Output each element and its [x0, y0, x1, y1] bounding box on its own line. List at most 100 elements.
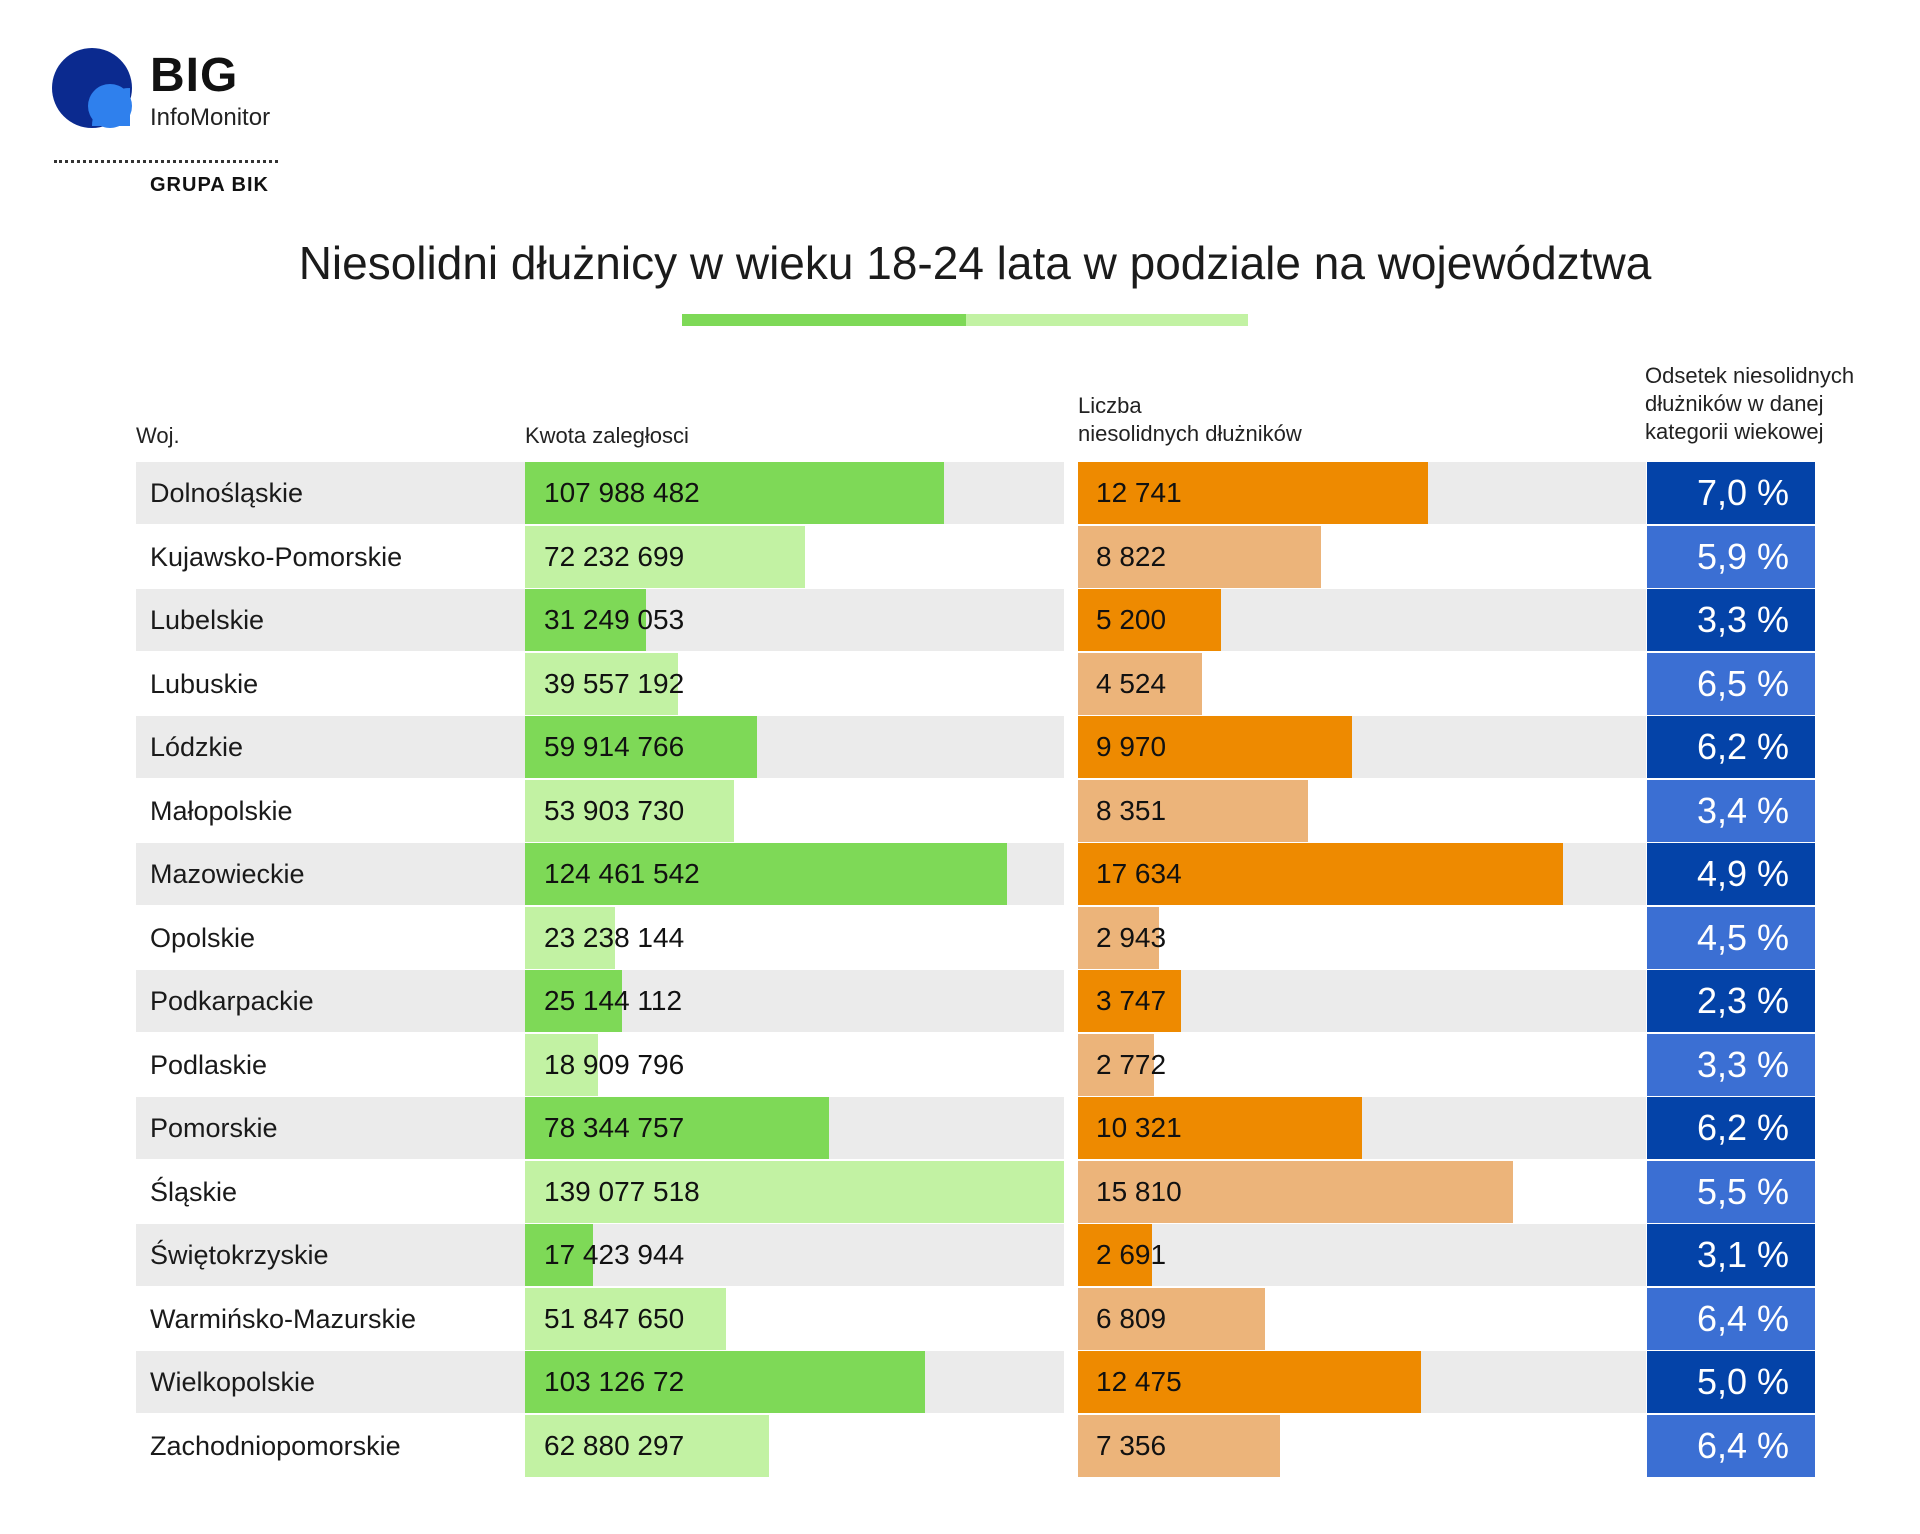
woj-label: Lubuskie: [150, 668, 259, 699]
kwota-bar: [525, 843, 1007, 905]
odsetek-value: 6,5 %: [1647, 652, 1815, 715]
woj-label: Podkarpackie: [150, 986, 314, 1016]
odsetek-value: 5,9 %: [1647, 525, 1815, 588]
liczba-bar: [1078, 462, 1428, 524]
kwota-bar: [525, 779, 734, 842]
woj-label: Podlaskie: [150, 1049, 268, 1080]
kwota-bar: [525, 716, 757, 778]
header-liczba-line1: Liczba: [1078, 393, 1142, 418]
liczba-bar: [1078, 652, 1202, 715]
kwota-bar: [525, 1033, 598, 1096]
odsetek-value: 5,5 %: [1647, 1160, 1815, 1223]
liczba-bar: [1078, 906, 1159, 969]
liczba-bar: [1078, 1160, 1513, 1223]
liczba-bar: [1078, 843, 1563, 905]
liczba-value: 4 524: [1096, 667, 1167, 699]
odsetek-value: 3,3 %: [1647, 1033, 1815, 1096]
liczba-bar: [1078, 716, 1352, 778]
table-row: Lubelskie 31 249 053 5 200 3,3 %: [0, 589, 1920, 651]
title-underline-dark: [682, 314, 966, 326]
liczba-bar: [1078, 1414, 1280, 1477]
logo-circle-icon: [52, 48, 132, 128]
kwota-bar: [525, 906, 615, 969]
kwota-value: 25 144 112: [544, 985, 683, 1016]
table-row: Zachodniopomorskie 62 880 297 7 356 6,4 %: [0, 1414, 1920, 1477]
kwota-value: 31 249 053: [544, 604, 685, 635]
liczba-value: 8 351: [1096, 794, 1167, 826]
table-row: Opolskie 23 238 144 2 943 4,5 %: [0, 906, 1920, 969]
liczba-bar: [1078, 1351, 1421, 1413]
header-liczba-line2: niesolidnych dłużników: [1078, 421, 1302, 446]
kwota-value: 59 914 766: [544, 731, 685, 762]
liczba-value: 2 772: [1096, 1048, 1167, 1080]
kwota-bar: [525, 1097, 829, 1159]
woj-label: Warmińsko-Mazurskie: [150, 1303, 417, 1334]
brand-subname: InfoMonitor: [150, 104, 271, 131]
woj-label: Dolnośląskie: [150, 478, 304, 508]
table-row: Podkarpackie 25 144 112 3 747 2,3 %: [0, 970, 1920, 1032]
title-underline-light: [966, 314, 1248, 326]
kwota-value: 51 847 650: [544, 1302, 685, 1334]
odsetek-value: 3,1 %: [1647, 1224, 1815, 1286]
table-row: Dolnośląskie 107 988 482 12 741 7,0 %: [0, 462, 1920, 524]
woj-label: Świętokrzyskie: [150, 1240, 329, 1270]
header-odsetek-line2: dłużników w danej: [1645, 391, 1824, 416]
liczba-bar: [1078, 589, 1221, 651]
odsetek-value: 6,2 %: [1647, 716, 1815, 778]
kwota-value: 23 238 144: [544, 921, 685, 953]
table-row: Podlaskie 18 909 796 2 772 3,3 %: [0, 1033, 1920, 1096]
odsetek-value: 7,0 %: [1647, 462, 1815, 524]
kwota-bar: [525, 652, 678, 715]
woj-label: Mazowieckie: [150, 859, 305, 889]
row-band: [1078, 1224, 1646, 1286]
header-kwota: Kwota zaległosci: [525, 423, 689, 448]
liczba-bar: [1078, 1224, 1152, 1286]
liczba-bar: [1078, 779, 1308, 842]
liczba-bar: [1078, 970, 1181, 1032]
kwota-value: 62 880 297: [544, 1429, 685, 1461]
woj-label: Lubelskie: [150, 605, 265, 635]
odsetek-value: 6,4 %: [1647, 1287, 1815, 1350]
liczba-value: 7 356: [1096, 1429, 1167, 1461]
table-row: Warmińsko-Mazurskie 51 847 650 6 809 6,4 %: [0, 1287, 1920, 1350]
woj-label: Zachodniopomorskie: [150, 1430, 401, 1461]
liczba-value: 17 634: [1096, 858, 1182, 889]
liczba-value: 3 747: [1096, 985, 1167, 1016]
kwota-bar: [525, 589, 646, 651]
liczba-bar: [1078, 1097, 1362, 1159]
odsetek-value: 4,9 %: [1647, 843, 1815, 905]
woj-label: Małopolskie: [150, 795, 293, 826]
header-odsetek-line1: Odsetek niesolidnych: [1645, 363, 1855, 388]
header-odsetek: Odsetek niesolidnych dłużników w danej k…: [1645, 362, 1895, 446]
kwota-value: 18 909 796: [544, 1048, 685, 1080]
brand-name: BIG: [150, 49, 239, 102]
odsetek-value: 3,3 %: [1647, 589, 1815, 651]
liczba-value: 9 970: [1096, 731, 1167, 762]
row-band: [136, 1224, 1064, 1286]
liczba-value: 15 810: [1096, 1175, 1182, 1207]
liczba-value: 12 741: [1096, 477, 1182, 508]
liczba-value: 10 321: [1096, 1112, 1182, 1143]
kwota-value: 17 423 944: [544, 1239, 685, 1270]
kwota-value: 139 077 518: [544, 1175, 700, 1207]
liczba-bar: [1078, 525, 1321, 588]
odsetek-value: 6,2 %: [1647, 1097, 1815, 1159]
kwota-value: 53 903 730: [544, 794, 685, 826]
liczba-value: 6 809: [1096, 1302, 1167, 1334]
table-row: Kujawsko-Pomorskie 72 232 699 8 822 5,9 %: [0, 525, 1920, 588]
kwota-value: 124 461 542: [544, 858, 700, 889]
table-row: Wielkopolskie 103 126 72 12 475 5,0 %: [0, 1351, 1920, 1413]
table-row: Pomorskie 78 344 757 10 321 6,2 %: [0, 1097, 1920, 1159]
liczba-bar: [1078, 1287, 1265, 1350]
kwota-bar: [525, 1160, 1064, 1223]
kwota-value: 78 344 757: [544, 1112, 685, 1143]
kwota-bar: [525, 970, 622, 1032]
brand-logo: BIG InfoMonitor GRUPA BIK: [52, 48, 292, 208]
woj-label: Wielkopolskie: [150, 1367, 316, 1397]
brand-group: GRUPA BIK: [150, 174, 269, 196]
kwota-bar: [525, 1287, 726, 1350]
woj-label: Śląskie: [150, 1176, 238, 1207]
kwota-bar: [525, 1224, 593, 1286]
table-row: Świętokrzyskie 17 423 944 2 691 3,1 %: [0, 1224, 1920, 1286]
